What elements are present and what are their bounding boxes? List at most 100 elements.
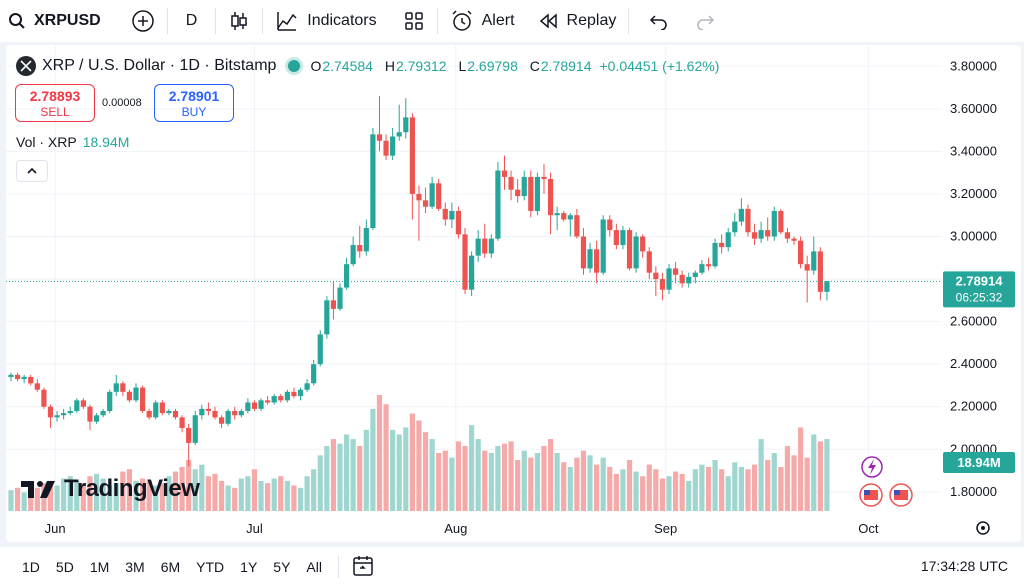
- candle-body: [396, 132, 402, 137]
- redo-icon: [695, 12, 715, 30]
- chart-panel[interactable]: 3.800003.600003.400003.200003.000002.800…: [6, 45, 1021, 542]
- candle-body: [166, 410, 172, 414]
- price-chart[interactable]: 3.800003.600003.400003.200003.000002.800…: [6, 45, 1021, 542]
- candle-body: [528, 176, 534, 211]
- candle-body: [376, 134, 383, 141]
- volume-bar: [416, 420, 422, 511]
- indicators-button[interactable]: Indicators: [267, 0, 384, 42]
- volume-bar: [666, 476, 672, 511]
- candle-body: [93, 415, 100, 422]
- volume-bar: [719, 469, 725, 511]
- candle-body: [61, 413, 67, 416]
- volume-bar: [93, 473, 100, 511]
- volume-bar: [521, 450, 527, 511]
- alert-button[interactable]: Alert: [442, 0, 523, 42]
- goto-date-button[interactable]: [351, 555, 375, 580]
- rewind-icon: [539, 12, 559, 30]
- candle-body: [311, 364, 317, 384]
- last-price-label: 2.78914: [956, 273, 1004, 288]
- volume-bar: [218, 480, 225, 511]
- candle-body: [646, 251, 652, 273]
- volume-bar: [640, 476, 646, 511]
- replay-button[interactable]: Replay: [531, 0, 625, 42]
- range-button-3m[interactable]: 3M: [125, 559, 145, 575]
- candle-body: [600, 219, 606, 273]
- candle-body: [47, 406, 54, 418]
- volume-bar: [265, 483, 271, 511]
- volume-bar: [232, 487, 238, 511]
- toolbar-divider: [436, 8, 438, 34]
- x-tick-label: Aug: [444, 521, 467, 536]
- candle-body: [751, 232, 758, 239]
- volume-bar: [574, 457, 580, 511]
- range-button-5y[interactable]: 5Y: [273, 559, 291, 575]
- range-button-all[interactable]: All: [306, 559, 322, 575]
- low-value: 2.69798: [467, 58, 518, 74]
- range-button-1y[interactable]: 1Y: [240, 559, 258, 575]
- candles-icon: [228, 10, 250, 32]
- candle-body: [620, 230, 626, 246]
- range-button-5d[interactable]: 5D: [55, 559, 74, 575]
- sell-button[interactable]: 2.78893 SELL: [15, 84, 95, 122]
- candle-body: [317, 334, 323, 365]
- candle-body: [607, 219, 613, 231]
- compare-symbol-button[interactable]: [123, 0, 163, 42]
- volume-bar: [686, 480, 692, 511]
- volume-bar: [798, 427, 804, 511]
- candle-body: [337, 287, 343, 309]
- range-button-6m[interactable]: 6M: [160, 559, 181, 575]
- volume-tag: [943, 452, 1015, 473]
- y-tick-label: 3.20000: [950, 186, 997, 201]
- flag-stripes-icon: [894, 490, 908, 500]
- volume-bar: [291, 485, 297, 511]
- volume-bar: [278, 476, 284, 511]
- redo-button[interactable]: [687, 0, 723, 42]
- volume-bar: [495, 446, 501, 511]
- calendar-goto-icon: [353, 555, 373, 576]
- symbol-search-button[interactable]: XRPUSD: [0, 0, 109, 42]
- candle-body: [719, 242, 725, 248]
- volume-bar: [396, 434, 402, 511]
- candle-body: [462, 234, 468, 290]
- volume-bar: [646, 464, 652, 511]
- volume-bar: [817, 441, 823, 511]
- candle-body: [449, 210, 455, 220]
- volume-bar: [738, 466, 744, 511]
- utc-clock[interactable]: 17:34:28 UTC: [920, 558, 1008, 574]
- chart-type-button[interactable]: [220, 0, 258, 42]
- volume-bar: [304, 476, 310, 511]
- volume-bar: [376, 395, 383, 511]
- volume-bar: [54, 485, 60, 511]
- candle-body: [232, 410, 238, 416]
- open-key: O: [310, 58, 322, 74]
- volume-bar: [659, 478, 666, 511]
- candle-body: [626, 230, 633, 269]
- lightning-bolt-icon: [868, 459, 876, 475]
- range-button-1d[interactable]: 1D: [22, 559, 40, 575]
- volume-bar: [745, 469, 751, 511]
- last-price-tag: [943, 271, 1015, 308]
- volume-bar: [357, 446, 363, 511]
- buy-button[interactable]: 2.78901 BUY: [154, 84, 234, 122]
- range-button-1m[interactable]: 1M: [89, 559, 110, 575]
- candle-body: [508, 176, 514, 190]
- volume-bar: [284, 480, 290, 511]
- candle-body: [199, 408, 205, 416]
- x-tick-label: Sep: [654, 521, 677, 536]
- range-button-ytd[interactable]: YTD: [196, 559, 225, 575]
- volume-bar: [501, 443, 508, 511]
- undo-button[interactable]: [641, 0, 677, 42]
- layouts-button[interactable]: [395, 0, 433, 42]
- volume-tag-label: 18.94M: [957, 455, 1000, 470]
- volume-bar: [14, 487, 21, 511]
- volume-bar: [594, 464, 600, 511]
- axis-settings-icon[interactable]: [976, 521, 990, 535]
- candle-body: [580, 236, 587, 269]
- x-tick-label: Jun: [45, 521, 66, 536]
- candle-body: [725, 232, 731, 248]
- collapse-legend-button[interactable]: [16, 160, 48, 182]
- volume-bar: [607, 466, 613, 511]
- candle-body: [692, 272, 698, 277]
- interval-button[interactable]: D: [172, 0, 212, 42]
- tradingview-mark-icon: [21, 481, 55, 498]
